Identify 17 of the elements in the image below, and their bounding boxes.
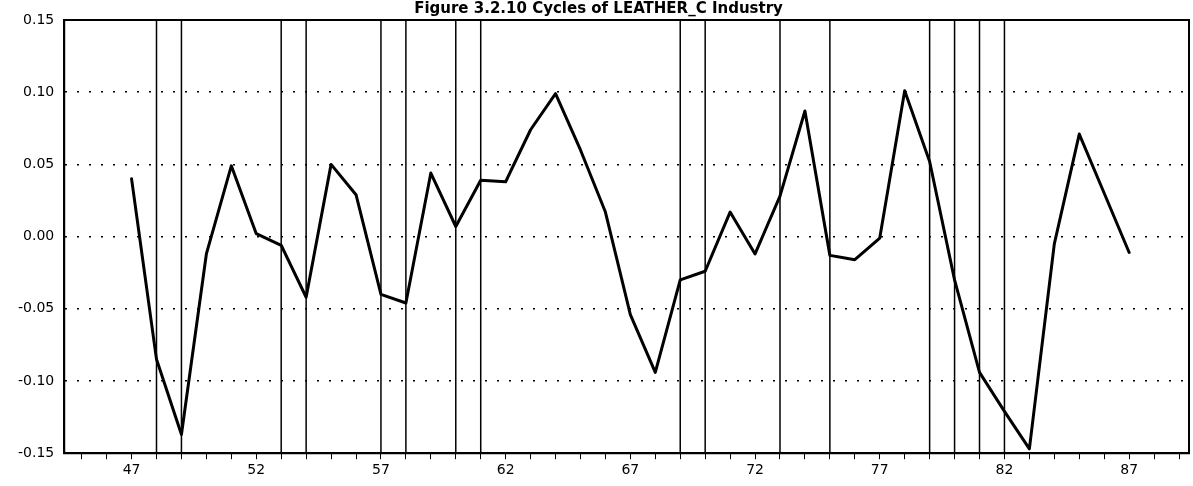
x-tick-label: 52 bbox=[247, 461, 266, 478]
y-tick-label: -0.10 bbox=[17, 371, 55, 388]
x-tick-label: 77 bbox=[870, 461, 889, 478]
y-tick-label: 0.00 bbox=[23, 227, 55, 244]
y-tick-label: 0.15 bbox=[23, 10, 55, 27]
x-tick-label: 82 bbox=[995, 461, 1014, 478]
x-tick-label: 57 bbox=[372, 461, 390, 478]
x-tick-label: 72 bbox=[746, 461, 764, 478]
x-tick-label: 62 bbox=[496, 461, 515, 478]
y-tick-label: 0.10 bbox=[23, 82, 55, 99]
x-tick-label: 47 bbox=[122, 461, 141, 478]
x-tick-label: 67 bbox=[621, 461, 640, 478]
chart-title: Figure 3.2.10 Cycles of LEATHER_C Industry bbox=[414, 0, 784, 17]
x-tick-label: 87 bbox=[1120, 461, 1139, 478]
y-tick-label: -0.05 bbox=[17, 299, 55, 316]
y-tick-label: -0.15 bbox=[17, 443, 55, 460]
y-tick-label: 0.05 bbox=[23, 155, 55, 172]
